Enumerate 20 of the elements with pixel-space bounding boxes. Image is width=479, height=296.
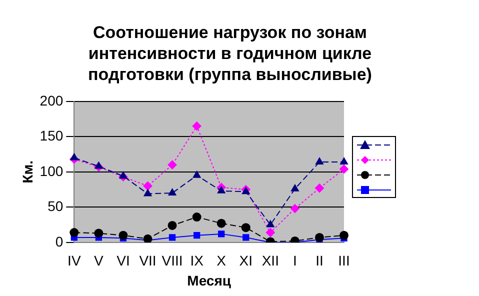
x-axis-title: Месяц: [187, 272, 232, 288]
x-tick-label: IV: [68, 252, 82, 269]
x-tick-label: XI: [239, 252, 252, 269]
y-tick-label: 100: [40, 162, 64, 179]
x-tick-label: I: [292, 252, 297, 269]
y-tick-label: 200: [40, 92, 64, 108]
x-tick-label: V: [94, 252, 104, 269]
chart-title: Соотношение нагрузок по зонам интенсивности в годичном цикле подготовки (группа выносливые): [87, 22, 373, 85]
x-tick-label: II: [316, 252, 324, 269]
x-tick-label: III: [338, 252, 350, 269]
x-tick-label: IX: [190, 252, 204, 269]
x-tick-label: VIII: [162, 252, 183, 269]
y-tick-label: 50: [48, 198, 64, 214]
y-tick-label: 0: [55, 233, 64, 250]
x-tick-label: X: [216, 252, 227, 269]
x-tick-label: VI: [116, 252, 130, 269]
y-axis-title: Км.: [19, 160, 36, 184]
x-tick-label: VII: [139, 252, 156, 269]
y-tick-label: 150: [40, 128, 64, 144]
x-tick-label: XII: [262, 252, 279, 269]
